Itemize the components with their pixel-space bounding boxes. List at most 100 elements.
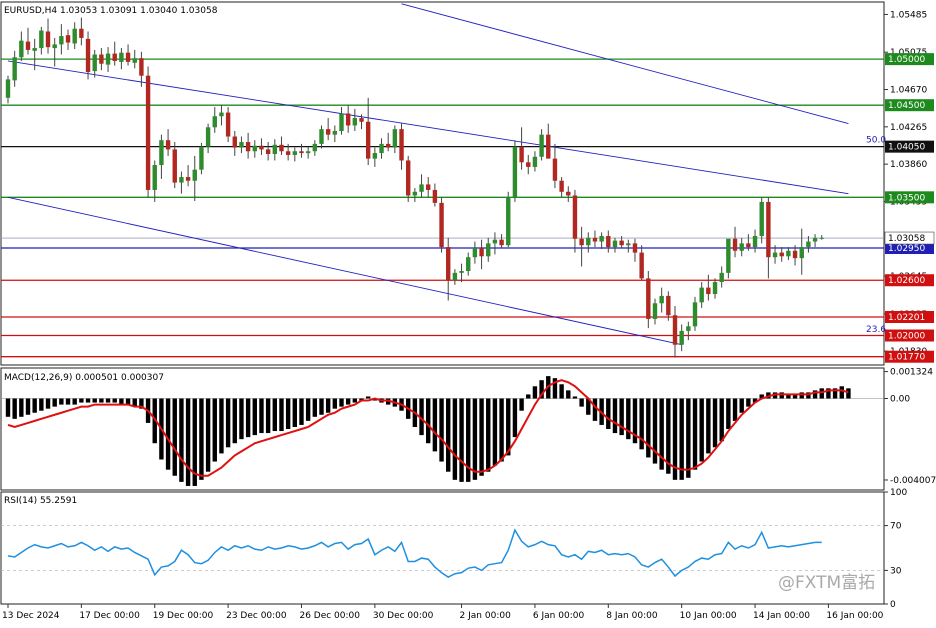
macd-bar bbox=[446, 398, 451, 472]
candle-body bbox=[105, 53, 111, 65]
macd-bar bbox=[359, 398, 364, 401]
macd-bar bbox=[812, 390, 818, 399]
macd-bar bbox=[205, 398, 211, 472]
macd-bar bbox=[125, 398, 131, 405]
macd-bar bbox=[739, 398, 744, 413]
candle-body bbox=[772, 252, 778, 258]
macd-bar bbox=[259, 398, 264, 434]
macd-bar bbox=[486, 398, 491, 472]
candle-body bbox=[365, 121, 371, 159]
candle-body bbox=[412, 191, 418, 196]
macd-bar bbox=[252, 398, 257, 436]
macd-bar bbox=[285, 398, 291, 429]
macd-bar bbox=[239, 398, 244, 440]
level-label: 1.02600 bbox=[888, 276, 925, 286]
macd-bar bbox=[99, 398, 104, 403]
macd-bar bbox=[419, 398, 424, 436]
current-price-box bbox=[884, 231, 935, 245]
candle-body bbox=[639, 252, 644, 279]
candle-body bbox=[719, 272, 724, 283]
candle-body bbox=[392, 129, 398, 148]
candle-body bbox=[586, 237, 591, 246]
candle-body bbox=[632, 243, 638, 253]
macd-bar bbox=[152, 398, 157, 444]
candle-body bbox=[686, 326, 691, 331]
candle-body bbox=[265, 149, 271, 155]
macd-bar bbox=[492, 398, 498, 466]
macd-bar bbox=[59, 398, 64, 405]
macd-signal-line bbox=[7, 379, 849, 477]
macd-bar bbox=[826, 388, 831, 399]
candle-body bbox=[52, 44, 57, 49]
candle-body bbox=[806, 241, 811, 248]
candle-body bbox=[245, 142, 251, 152]
macd-panel-border bbox=[0, 367, 885, 491]
macd-bar bbox=[212, 398, 217, 462]
level-label: 1.02201 bbox=[888, 313, 925, 323]
candle-body bbox=[786, 250, 791, 257]
candle-body bbox=[59, 36, 64, 45]
candle-body bbox=[32, 48, 37, 51]
time-tick-label: 17 Dec 00:00 bbox=[79, 611, 140, 621]
macd-bar bbox=[752, 398, 758, 403]
macd-bar bbox=[299, 398, 304, 425]
macd-bar bbox=[39, 398, 44, 411]
candle-body bbox=[512, 146, 518, 198]
trend-line-lower bbox=[7, 196, 682, 346]
candle-body bbox=[39, 30, 44, 49]
candle-body bbox=[426, 184, 431, 190]
candle-body bbox=[666, 295, 671, 316]
candle-body bbox=[119, 52, 124, 62]
macd-tick-label: 0.001324 bbox=[890, 368, 933, 378]
rsi-panel-border bbox=[0, 491, 885, 605]
candle-body bbox=[792, 250, 798, 259]
candle-body bbox=[646, 278, 651, 319]
candle-body bbox=[99, 54, 104, 64]
macd-bar bbox=[426, 398, 431, 444]
macd-bar bbox=[839, 386, 844, 399]
level-label: 1.01770 bbox=[888, 353, 925, 363]
candle-body bbox=[679, 330, 684, 345]
candle-body bbox=[379, 143, 384, 154]
fib-level-label: 23.6 bbox=[866, 325, 886, 335]
candle-body bbox=[532, 156, 538, 167]
macd-bar bbox=[5, 398, 11, 417]
candle-body bbox=[325, 129, 331, 135]
time-tick-label: 14 Jan 00:00 bbox=[753, 611, 810, 621]
macd-bar bbox=[105, 398, 111, 403]
macd-bar bbox=[559, 384, 564, 399]
candle-body bbox=[79, 28, 84, 38]
macd-histogram bbox=[5, 376, 851, 486]
macd-bar bbox=[686, 398, 691, 478]
candle-body bbox=[726, 238, 731, 273]
candle-body bbox=[506, 197, 511, 246]
candle-body bbox=[152, 165, 157, 190]
macd-bar bbox=[759, 394, 764, 399]
macd-bar bbox=[112, 398, 117, 403]
candle-body bbox=[345, 113, 351, 126]
rsi-line bbox=[7, 528, 822, 578]
candle-body bbox=[452, 272, 458, 281]
macd-bar bbox=[119, 398, 124, 405]
macd-bar bbox=[832, 388, 838, 399]
candle-body bbox=[305, 151, 311, 154]
macd-bar bbox=[646, 398, 651, 458]
level-label: 1.02950 bbox=[888, 244, 925, 254]
candle-body bbox=[332, 130, 338, 135]
macd-bar bbox=[92, 398, 97, 403]
candle-body bbox=[626, 243, 631, 246]
candle-body bbox=[159, 140, 164, 166]
candle-body bbox=[439, 202, 444, 248]
candle-body bbox=[459, 271, 464, 273]
macd-bar bbox=[639, 398, 644, 450]
macd-bar bbox=[692, 398, 698, 470]
macd-bar bbox=[319, 398, 324, 415]
macd-bar bbox=[526, 394, 531, 399]
candle-body bbox=[212, 116, 217, 128]
macd-bar bbox=[459, 398, 464, 482]
candle-body bbox=[819, 237, 824, 239]
rsi-panel-title: RSI(14) 55.2591 bbox=[4, 496, 77, 506]
time-tick-label: 6 Jan 00:00 bbox=[533, 611, 585, 621]
candle-body bbox=[19, 40, 24, 58]
candle-body bbox=[492, 239, 498, 244]
